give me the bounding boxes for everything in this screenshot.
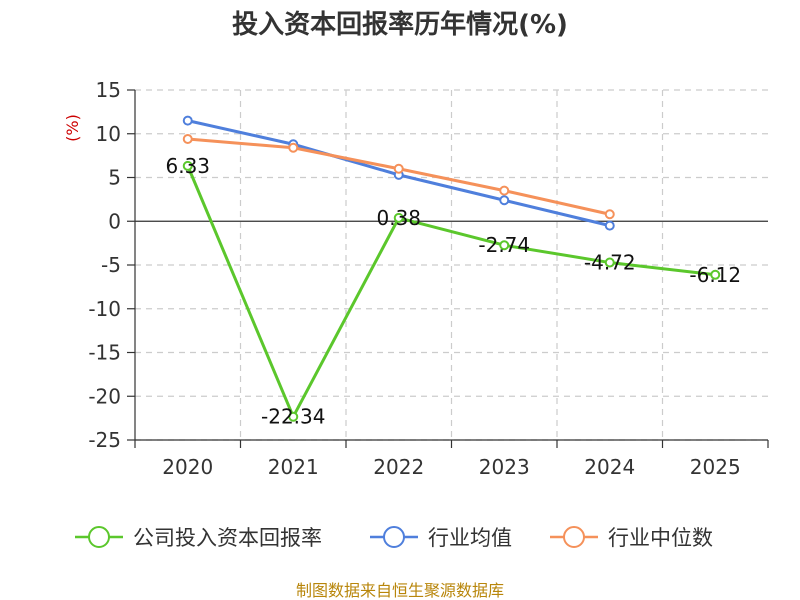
data-point	[604, 257, 615, 268]
x-tick-label: 2025	[690, 455, 741, 479]
legend-swatch-marker	[88, 526, 110, 548]
data-point	[604, 209, 615, 220]
y-tick-label: 0	[108, 209, 121, 233]
y-tick-label: 5	[108, 166, 121, 190]
data-point	[182, 115, 193, 126]
data-point	[499, 185, 510, 196]
y-tick-label: -25	[88, 428, 121, 452]
x-axis: 2020 2021 2022 2023 2024 2025	[134, 220, 769, 479]
x-tick-label: 2023	[479, 455, 530, 479]
source-note: 制图数据来自恒生聚源数据库	[296, 581, 504, 600]
data-point	[710, 269, 721, 280]
y-tick-label: -10	[88, 297, 121, 321]
data-point	[393, 163, 404, 174]
x-tick-label: 2022	[373, 455, 424, 479]
legend-swatch-marker	[563, 526, 585, 548]
data-labels: 6.33 -22.34 0.38 -2.74 -4.72 -6.12	[165, 154, 741, 429]
legend-label: 行业中位数	[608, 526, 713, 550]
data-point	[604, 220, 615, 231]
data-point	[288, 411, 299, 422]
data-point	[499, 195, 510, 206]
y-tick-label: 15	[96, 78, 121, 102]
data-label: -6.12	[689, 263, 741, 287]
y-tick-label: -15	[88, 341, 121, 365]
data-label: -2.74	[478, 233, 530, 257]
y-tick-label: 10	[96, 122, 121, 146]
x-tick-label: 2024	[584, 455, 635, 479]
series-group	[182, 115, 721, 422]
series-line-0	[186, 165, 716, 419]
data-point	[393, 212, 404, 223]
chart-title: 投入资本回报率历年情况(%)	[232, 9, 568, 40]
legend-swatch-marker	[383, 526, 405, 548]
data-point	[182, 134, 193, 144]
legend-label: 行业均值	[428, 526, 512, 550]
legend: 公司投入资本回报率 行业均值 行业中位数	[75, 526, 713, 550]
data-point	[499, 240, 510, 251]
data-label: -4.72	[584, 251, 636, 275]
y-axis: 15 10 5 0 -5 -10 -15 -20 -25	[88, 78, 136, 452]
x-tick-label: 2020	[162, 455, 213, 479]
legend-label: 公司投入资本回报率	[133, 526, 322, 550]
data-point	[288, 142, 299, 153]
x-tick-label: 2021	[268, 455, 319, 479]
data-label: -22.34	[261, 405, 325, 429]
y-tick-label: -20	[88, 384, 121, 408]
y-tick-label: -5	[101, 253, 121, 277]
grid-lines	[135, 89, 768, 441]
y-unit-label: (%)	[63, 114, 82, 142]
data-label: 6.33	[165, 154, 210, 178]
data-point	[182, 160, 193, 171]
data-label: 0.38	[376, 206, 421, 230]
